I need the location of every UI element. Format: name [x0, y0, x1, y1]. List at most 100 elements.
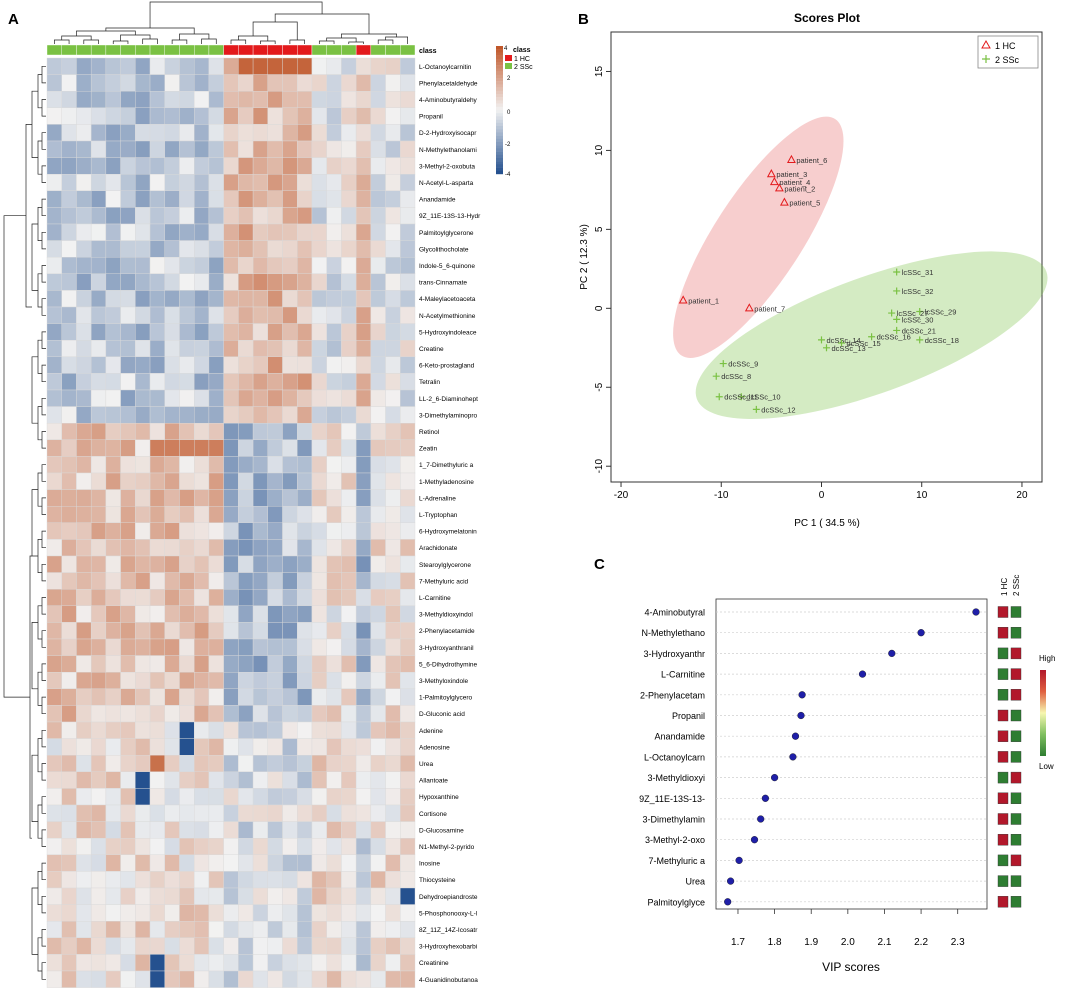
row-label: 5-Hydroxyindoleace: [419, 329, 477, 336]
legend-cross-icon: [982, 55, 990, 63]
heatmap-cell: [105, 190, 121, 208]
heatmap-cell: [76, 423, 92, 441]
heatmap-cell: [400, 489, 416, 507]
heatmap-cell: [179, 506, 195, 524]
heatmap-cell: [179, 705, 195, 723]
heatmap-cell: [193, 273, 210, 291]
heatmap-cell: [179, 638, 195, 656]
heatmap-cell: [193, 173, 210, 191]
heatmap-cell: [311, 688, 327, 706]
heatmap-cell: [135, 57, 151, 75]
heatmap-cell: [385, 622, 401, 640]
heatmap-cell: [105, 140, 121, 158]
dendrogram-branch: [41, 364, 46, 383]
ssc-point: [817, 336, 825, 344]
vip-x-tick-label: 2.0: [841, 937, 855, 948]
heatmap-cell: [61, 290, 77, 308]
heatmap-cell: [297, 323, 313, 341]
heatmap-cell: [164, 622, 180, 640]
heatmap-cell: [208, 456, 224, 474]
heatmap-cell: [385, 838, 401, 856]
heatmap-cell: [46, 323, 62, 341]
row-label: 7-Methyluric acid: [419, 578, 469, 585]
row-label: 9Z_11E-13S-13-Hydr: [419, 213, 481, 220]
heatmap-cell: [193, 74, 210, 92]
heatmap-cell: [193, 439, 210, 457]
heatmap-cell: [179, 190, 195, 208]
heatmap-cell: [326, 306, 342, 324]
heatmap-cell: [311, 937, 327, 955]
heatmap-cell: [252, 672, 269, 690]
heatmap-cell: [46, 389, 62, 407]
heatmap-cell: [385, 140, 401, 158]
heatmap-cell: [46, 954, 62, 972]
heatmap-cell: [238, 771, 254, 789]
heatmap-cell: [135, 389, 151, 407]
heatmap-cell: [46, 506, 62, 524]
heatmap-cell: [120, 589, 136, 607]
heatmap-cell: [370, 937, 386, 955]
heatmap-cell: [90, 721, 107, 739]
row-label: Retinol: [419, 429, 440, 436]
heatmap-cell: [179, 788, 195, 806]
heatmap-cell: [208, 821, 224, 839]
heatmap-cell: [370, 921, 386, 939]
dendrogram-branch: [83, 39, 99, 44]
heatmap-cell: [193, 90, 210, 108]
dendrogram-branch: [37, 74, 42, 109]
heatmap-cell: [326, 887, 342, 905]
dendrogram-branch: [31, 887, 38, 955]
row-label: 6-Keto-prostagland: [419, 363, 475, 370]
heatmap-cell: [164, 406, 180, 424]
heatmap-cell: [76, 124, 92, 142]
heatmap-cell: [297, 389, 313, 407]
legend-triangle-icon: [981, 39, 991, 49]
colorbar-step: [496, 55, 503, 59]
heatmap-cell: [149, 223, 165, 241]
heatmap-cell: [326, 638, 342, 656]
heatmap-cell: [297, 240, 313, 258]
heatmap-cell: [135, 74, 151, 92]
heatmap-cell: [76, 838, 92, 856]
point-label: patient_5: [789, 199, 820, 208]
heatmap-cell: [238, 223, 254, 241]
heatmap-cell: [400, 622, 416, 640]
heatmap-cell: [46, 589, 62, 607]
heatmap-cell: [135, 340, 151, 358]
heatmap-cell: [193, 190, 210, 208]
heatmap-cell: [179, 821, 195, 839]
heatmap-cell: [120, 954, 136, 972]
scores-xlabel: PC 1 ( 34.5 %): [794, 518, 860, 529]
row-label: Tetralin: [419, 379, 440, 386]
y-tick-label: 0: [594, 305, 605, 311]
colorbar-step: [496, 94, 503, 98]
heatmap-cell: [46, 937, 62, 955]
heatmap-cell: [164, 340, 180, 358]
heatmap-cell: [179, 389, 195, 407]
heatmap-cell: [105, 589, 121, 607]
heatmap-cell: [193, 871, 210, 889]
heatmap-cell: [252, 406, 269, 424]
row-label: Allantoate: [419, 778, 448, 785]
heatmap-cell: [208, 124, 224, 142]
heatmap-cell: [46, 871, 62, 889]
heatmap-cell: [105, 622, 121, 640]
heatmap-cell: [311, 589, 327, 607]
heatmap-cell: [135, 655, 151, 673]
heatmap-cell: [400, 672, 416, 690]
heatmap-cell: [105, 539, 121, 557]
heatmap-cell: [120, 140, 136, 158]
heatmap-cell: [61, 589, 77, 607]
heatmap-cell: [311, 74, 327, 92]
heatmap-cell: [297, 904, 313, 922]
heatmap-cell: [341, 356, 357, 374]
heatmap-cell: [341, 389, 357, 407]
vip-point: [724, 898, 732, 906]
dendrogram-branch: [37, 406, 42, 441]
heatmap-cell: [223, 74, 239, 92]
vip-hc-cell: [997, 792, 1009, 804]
heatmap-cell: [252, 90, 269, 108]
heatmap-cell: [355, 871, 372, 889]
heatmap-cell: [311, 638, 327, 656]
heatmap-cell: [61, 472, 77, 490]
